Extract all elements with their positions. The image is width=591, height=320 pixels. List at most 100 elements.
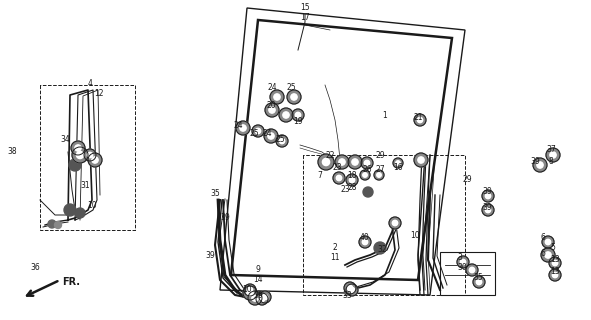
Text: 28: 28 [348, 182, 357, 191]
Circle shape [71, 141, 85, 155]
Circle shape [318, 154, 334, 170]
Circle shape [346, 284, 358, 296]
Text: 9: 9 [255, 266, 261, 275]
Text: 20: 20 [266, 100, 276, 109]
Text: 29: 29 [462, 175, 472, 185]
Text: 23: 23 [332, 164, 342, 172]
Circle shape [72, 147, 88, 163]
Text: 6: 6 [541, 234, 545, 243]
Circle shape [553, 272, 558, 278]
Circle shape [291, 94, 297, 100]
Text: 29: 29 [375, 150, 385, 159]
Circle shape [270, 90, 284, 104]
Circle shape [348, 155, 362, 169]
Text: 10: 10 [242, 284, 252, 293]
Text: 39: 39 [205, 251, 215, 260]
Text: 15: 15 [300, 4, 310, 12]
Circle shape [359, 236, 371, 248]
Circle shape [84, 149, 96, 161]
Circle shape [269, 107, 275, 113]
Circle shape [417, 117, 423, 123]
Circle shape [252, 295, 258, 301]
Circle shape [466, 264, 478, 276]
Circle shape [374, 170, 384, 180]
Text: 6: 6 [541, 249, 545, 258]
Circle shape [396, 161, 400, 165]
Circle shape [549, 269, 561, 281]
Text: 18: 18 [348, 171, 357, 180]
Circle shape [75, 208, 85, 218]
Text: 12: 12 [94, 89, 104, 98]
Text: 24: 24 [262, 129, 272, 138]
Circle shape [362, 239, 368, 245]
Text: 13: 13 [550, 268, 560, 276]
Circle shape [553, 260, 558, 266]
Text: 3: 3 [457, 253, 462, 262]
Circle shape [262, 294, 268, 300]
Text: 25: 25 [249, 129, 259, 138]
Text: 35: 35 [473, 274, 483, 283]
Circle shape [255, 128, 261, 134]
Text: 39: 39 [482, 203, 492, 212]
Circle shape [48, 220, 56, 228]
Circle shape [287, 90, 301, 104]
Circle shape [348, 285, 353, 291]
Text: 22: 22 [325, 150, 335, 159]
Circle shape [374, 242, 386, 254]
Circle shape [279, 108, 293, 122]
Circle shape [240, 125, 246, 131]
Circle shape [418, 157, 424, 163]
Circle shape [92, 157, 98, 163]
Circle shape [393, 158, 403, 168]
Text: 13: 13 [550, 255, 560, 265]
Text: 32: 32 [377, 245, 387, 254]
Text: 4: 4 [87, 78, 92, 87]
Circle shape [364, 160, 370, 166]
Circle shape [252, 125, 264, 137]
Text: 7: 7 [317, 171, 323, 180]
Circle shape [360, 170, 370, 180]
Circle shape [335, 155, 349, 169]
Circle shape [296, 112, 301, 118]
Circle shape [247, 290, 253, 296]
Text: 36: 36 [30, 263, 40, 273]
Circle shape [247, 287, 253, 293]
Circle shape [256, 293, 268, 305]
Text: 33: 33 [342, 291, 352, 300]
Text: 39: 39 [482, 188, 492, 196]
Text: 26: 26 [362, 165, 372, 174]
Text: 37: 37 [546, 146, 556, 155]
Circle shape [236, 121, 250, 135]
Circle shape [414, 114, 426, 126]
Circle shape [64, 204, 76, 216]
Circle shape [283, 112, 289, 118]
Text: 11: 11 [330, 252, 340, 261]
Circle shape [546, 148, 560, 162]
Text: 38: 38 [7, 148, 17, 156]
Circle shape [485, 193, 491, 199]
Circle shape [473, 276, 485, 288]
Circle shape [363, 187, 373, 197]
Circle shape [363, 173, 367, 177]
Circle shape [333, 172, 345, 184]
Text: 19: 19 [293, 117, 303, 126]
Text: 10: 10 [410, 230, 420, 239]
Circle shape [537, 162, 543, 168]
Text: 2: 2 [333, 244, 337, 252]
Circle shape [485, 207, 491, 213]
Text: 25: 25 [275, 135, 285, 145]
Circle shape [349, 287, 355, 293]
Text: 39: 39 [253, 291, 263, 300]
Text: 39: 39 [220, 213, 230, 222]
Text: 21: 21 [413, 114, 423, 123]
Circle shape [482, 204, 494, 216]
Circle shape [361, 157, 373, 169]
Circle shape [389, 217, 401, 229]
Text: 27: 27 [375, 165, 385, 174]
Circle shape [243, 286, 257, 300]
Text: 40: 40 [359, 234, 369, 243]
Circle shape [244, 284, 256, 296]
Circle shape [549, 257, 561, 269]
Circle shape [352, 159, 358, 165]
Circle shape [268, 133, 274, 139]
